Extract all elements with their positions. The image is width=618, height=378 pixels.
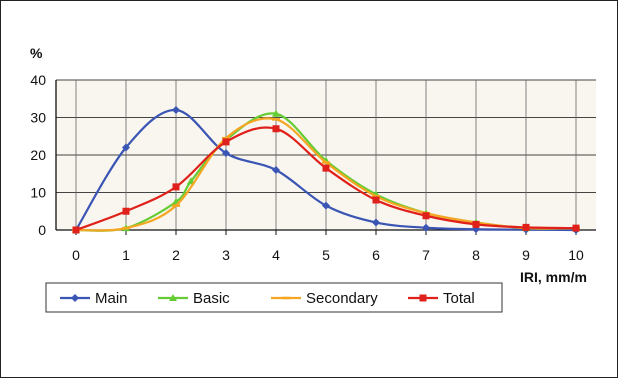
- data-point-basic: [272, 109, 280, 117]
- y-tick-label: 30: [30, 110, 46, 126]
- x-tick-label: 10: [568, 247, 584, 263]
- grid-layer: [56, 79, 596, 231]
- legend-label-basic: Basic: [193, 290, 230, 307]
- data-point-total: [472, 220, 480, 228]
- legend-marker-basic: [169, 294, 177, 301]
- x-tick-label: 2: [172, 247, 180, 263]
- x-tick-label: 8: [472, 247, 480, 263]
- x-tick-label: 4: [272, 247, 280, 263]
- data-point-total: [222, 138, 230, 146]
- data-point-total: [572, 224, 580, 232]
- legend-label-total: Total: [443, 290, 475, 307]
- data-point-total: [122, 207, 130, 215]
- x-tick-label: 1: [122, 247, 130, 263]
- legend-label-main: Main: [95, 290, 128, 307]
- x-tick-label: 3: [222, 247, 230, 263]
- data-point-main: [422, 223, 430, 232]
- data-point-total: [322, 164, 330, 172]
- data-point-main: [272, 166, 280, 174]
- labels-layer: % IRI, mm/m 0 10 20 30 40 0 1 2 3 4 5 6 7 8 9 10: [30, 45, 587, 285]
- data-point-total: [272, 125, 280, 133]
- data-point-main: [122, 143, 130, 152]
- series-line-main: [75, 108, 577, 232]
- data-point-total: [422, 212, 430, 220]
- x-tick-label: 9: [522, 247, 530, 263]
- y-tick-label: 40: [30, 72, 46, 88]
- data-point-total: [72, 226, 80, 234]
- y-tick-label: 10: [30, 185, 46, 201]
- y-tick-label: 0: [38, 222, 46, 238]
- x-tick-label: 0: [72, 247, 80, 263]
- data-point-total: [522, 223, 530, 231]
- data-point-main: [222, 149, 230, 158]
- legend-marker-total: [419, 294, 427, 302]
- series-total: [72, 125, 580, 234]
- data-point-main: [172, 106, 180, 114]
- x-tick-label: 6: [372, 247, 380, 263]
- x-axis-unit: IRI, mm/m: [520, 269, 587, 285]
- data-point-main: [322, 201, 330, 210]
- series-line-secondary: [75, 117, 577, 232]
- data-point-main: [372, 218, 380, 227]
- y-axis-unit: %: [30, 45, 43, 61]
- x-tick-label: 5: [322, 247, 330, 263]
- x-tick-label: 7: [422, 247, 430, 263]
- data-point-total: [372, 196, 380, 204]
- legend-label-secondary: Secondary: [306, 290, 378, 307]
- data-point-total: [172, 183, 180, 191]
- y-tick-label: 20: [30, 147, 46, 163]
- legend-marker-main: [71, 294, 79, 302]
- legend: Main Basic Secondary Total: [45, 282, 503, 313]
- series-layer: [72, 106, 580, 234]
